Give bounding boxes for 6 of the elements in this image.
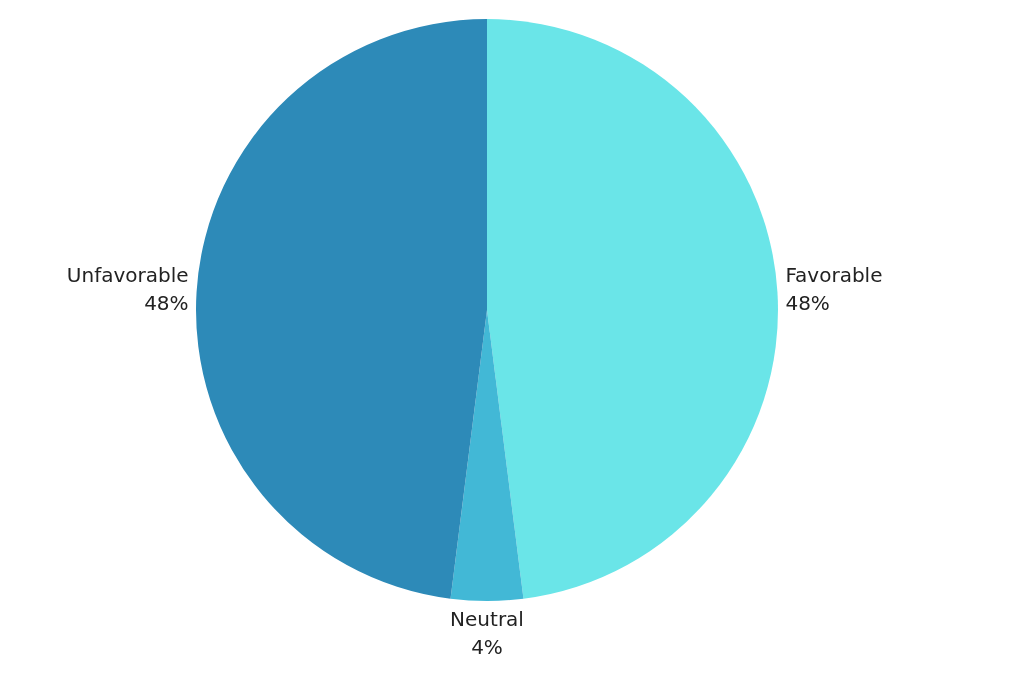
data-label: 48% <box>785 291 830 316</box>
data-label: 4% <box>471 635 503 660</box>
slice-label: Neutral <box>450 607 524 632</box>
slice-label: Unfavorable <box>66 263 189 288</box>
data-label: 48% <box>144 291 189 316</box>
slice-label: Favorable <box>785 263 883 288</box>
